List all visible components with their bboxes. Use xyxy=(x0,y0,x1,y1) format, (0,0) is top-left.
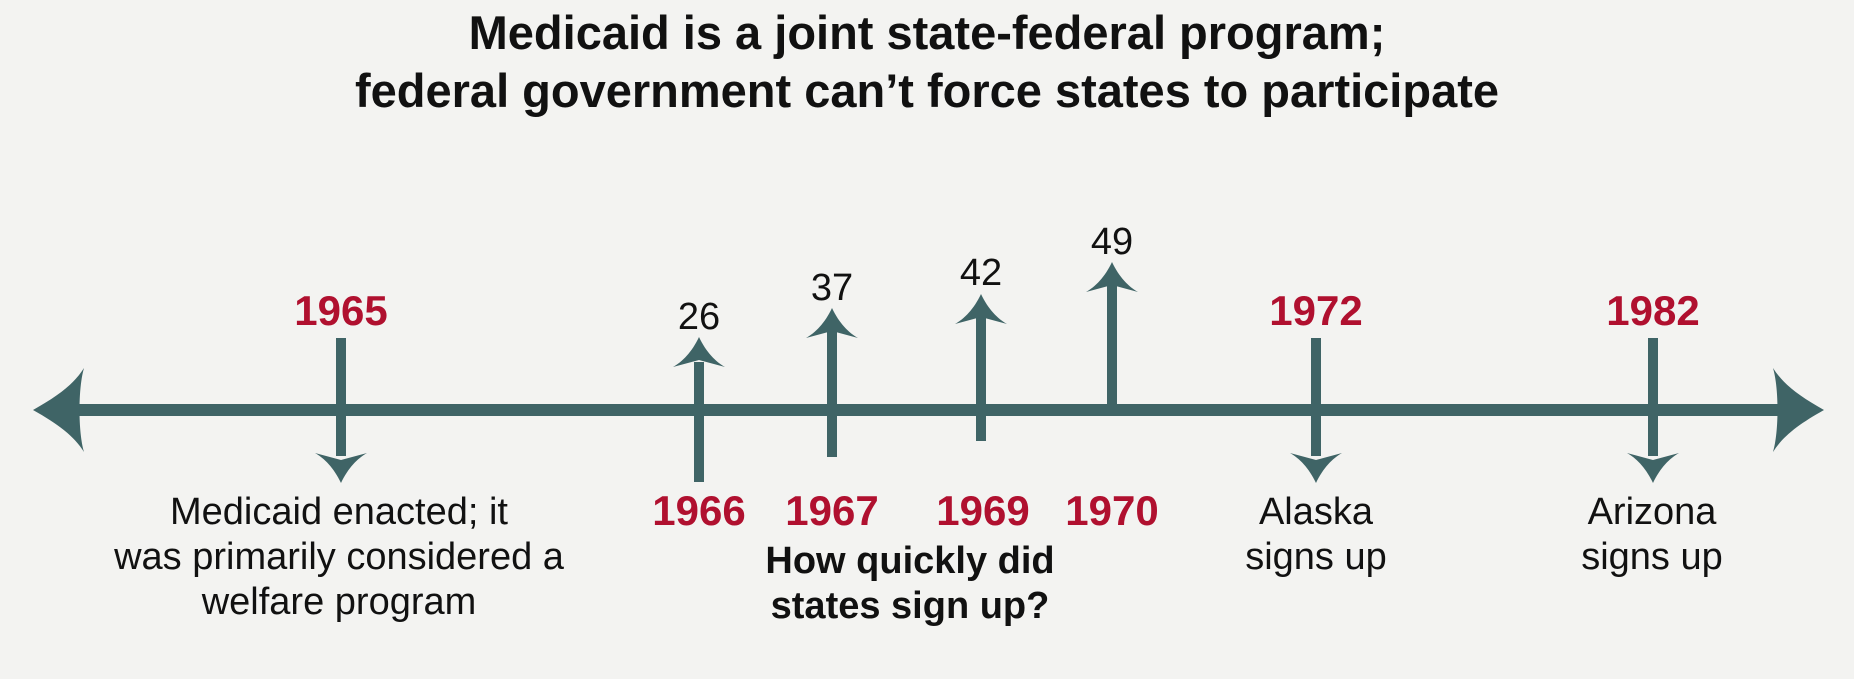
count-label-1967: 37 xyxy=(810,267,854,309)
count-label-1969: 42 xyxy=(959,252,1003,294)
year-label-1972: 1972 xyxy=(1269,287,1363,334)
arrow-up-1969 xyxy=(955,294,1007,441)
event-description-1965-line-3: welfare program xyxy=(201,581,477,623)
arrow-down-1965 xyxy=(315,338,367,483)
event-description-1972-line-2: signs up xyxy=(1245,536,1387,578)
year-label-1982: 1982 xyxy=(1606,287,1700,334)
event-description-1965-line-2: was primarily considered a xyxy=(114,536,564,578)
timeline-right-arrowhead xyxy=(1773,368,1824,452)
title-line-2: federal government can’t force states to… xyxy=(355,64,1499,117)
question-caption-line-1: How quickly did xyxy=(765,540,1055,582)
title-line-1: Medicaid is a joint state-federal progra… xyxy=(468,6,1386,59)
event-description-1982: Arizona signs up xyxy=(1581,490,1723,580)
year-label-1970: 1970 xyxy=(1065,487,1159,534)
event-description-1982-line-1: Arizona xyxy=(1587,491,1717,533)
year-label-1966: 1966 xyxy=(652,487,746,534)
arrow-up-1970 xyxy=(1086,262,1138,410)
event-description-1972: Alaska signs up xyxy=(1245,490,1387,580)
arrow-up-1967 xyxy=(806,308,858,457)
year-label-1967: 1967 xyxy=(785,487,879,534)
count-label-1970: 49 xyxy=(1090,221,1134,263)
timeline-left-arrowhead xyxy=(33,368,84,452)
arrow-down-1982 xyxy=(1627,338,1679,483)
event-description-1972-line-1: Alaska xyxy=(1258,491,1374,533)
timeline-axis xyxy=(60,404,1795,416)
count-label-1966: 26 xyxy=(677,296,721,338)
question-caption-line-2: states sign up? xyxy=(770,585,1050,627)
event-description-1965-line-1: Medicaid enacted; it xyxy=(170,491,508,533)
year-label-1969: 1969 xyxy=(936,487,1030,534)
page-title: Medicaid is a joint state-federal progra… xyxy=(0,4,1854,120)
arrow-up-1966 xyxy=(673,337,725,482)
event-description-1965: Medicaid enacted; it was primarily consi… xyxy=(114,490,564,625)
event-description-1982-line-2: signs up xyxy=(1581,536,1723,578)
question-caption: How quickly did states sign up? xyxy=(765,539,1054,629)
arrow-down-1972 xyxy=(1290,338,1342,483)
year-label-1965: 1965 xyxy=(294,287,388,334)
